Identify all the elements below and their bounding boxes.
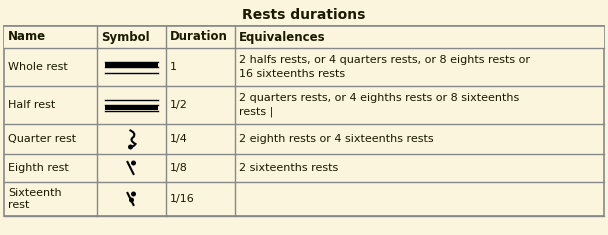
- Text: 2 quarters rests, or 4 eighths rests or 8 sixteenths
rests |: 2 quarters rests, or 4 eighths rests or …: [239, 93, 519, 117]
- Text: Equivalences: Equivalences: [239, 31, 326, 43]
- Text: 1/2: 1/2: [170, 100, 188, 110]
- Bar: [4, 26, 604, 48]
- Text: 1: 1: [170, 62, 177, 72]
- Bar: [105, 63, 158, 67]
- Text: Sixteenth
rest: Sixteenth rest: [8, 188, 61, 210]
- Circle shape: [128, 145, 133, 149]
- Circle shape: [131, 161, 136, 165]
- Text: 2 sixteenths rests: 2 sixteenths rests: [239, 163, 338, 173]
- Bar: [105, 106, 158, 110]
- Text: Half rest: Half rest: [8, 100, 55, 110]
- Bar: [4, 26, 604, 216]
- Text: Quarter rest: Quarter rest: [8, 134, 76, 144]
- Text: Whole rest: Whole rest: [8, 62, 67, 72]
- Text: 2 eighth rests or 4 sixteenths rests: 2 eighth rests or 4 sixteenths rests: [239, 134, 434, 144]
- Text: 2 halfs rests, or 4 quarters rests, or 8 eights rests or
16 sixteenths rests: 2 halfs rests, or 4 quarters rests, or 8…: [239, 55, 530, 78]
- Text: Name: Name: [8, 31, 46, 43]
- Text: Symbol: Symbol: [101, 31, 150, 43]
- Text: Eighth rest: Eighth rest: [8, 163, 69, 173]
- Text: 1/8: 1/8: [170, 163, 188, 173]
- Text: 1/4: 1/4: [170, 134, 188, 144]
- Text: Rests durations: Rests durations: [243, 8, 365, 22]
- Circle shape: [131, 192, 136, 196]
- Text: 1/16: 1/16: [170, 194, 195, 204]
- Circle shape: [129, 197, 134, 203]
- Text: Duration: Duration: [170, 31, 228, 43]
